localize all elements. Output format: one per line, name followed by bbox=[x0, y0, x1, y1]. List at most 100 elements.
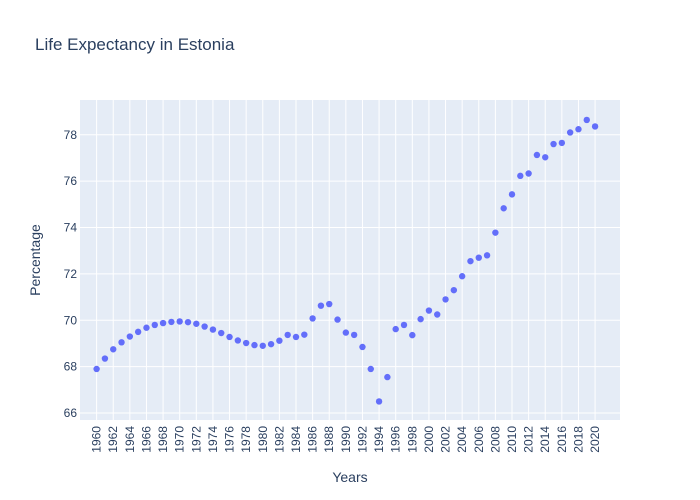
data-point bbox=[317, 302, 325, 309]
data-point bbox=[159, 319, 167, 327]
x-tick-label: 1972 bbox=[189, 426, 203, 453]
data-point bbox=[500, 205, 507, 212]
x-tick-label: 2018 bbox=[571, 426, 585, 453]
data-point bbox=[143, 324, 150, 331]
data-point bbox=[309, 315, 316, 322]
data-point bbox=[575, 126, 582, 133]
x-tick-label: 1982 bbox=[272, 426, 286, 453]
data-point bbox=[359, 343, 366, 351]
data-point bbox=[367, 365, 374, 373]
x-tick-label: 1960 bbox=[90, 426, 104, 453]
x-tick-label: 1988 bbox=[322, 426, 336, 453]
x-tick-label: 2008 bbox=[488, 426, 502, 453]
data-point bbox=[550, 140, 557, 148]
data-point bbox=[284, 331, 291, 339]
data-point bbox=[533, 151, 541, 159]
x-tick-label: 2020 bbox=[588, 426, 602, 453]
x-tick-label: 2004 bbox=[455, 426, 469, 453]
x-tick-label: 2000 bbox=[422, 426, 436, 453]
data-point bbox=[375, 398, 383, 405]
data-point bbox=[209, 326, 217, 333]
data-point bbox=[475, 254, 482, 261]
data-point bbox=[525, 170, 532, 177]
x-axis-title: Years bbox=[332, 469, 367, 485]
data-point bbox=[508, 191, 516, 198]
y-tick-labels: 66 68 70 72 74 76 78 bbox=[64, 128, 78, 420]
data-point bbox=[326, 300, 333, 308]
x-tick-label: 2006 bbox=[472, 426, 486, 453]
x-tick-label: 1964 bbox=[123, 426, 137, 453]
data-point bbox=[251, 341, 258, 349]
data-point bbox=[301, 331, 308, 338]
y-tick-label: 76 bbox=[64, 174, 78, 188]
data-point bbox=[442, 296, 449, 303]
y-tick-label: 74 bbox=[64, 221, 78, 235]
data-point bbox=[434, 311, 441, 318]
y-tick-label: 70 bbox=[64, 313, 78, 327]
data-point bbox=[450, 286, 458, 294]
data-point bbox=[126, 333, 134, 340]
x-tick-label: 2016 bbox=[555, 426, 569, 453]
data-point bbox=[350, 331, 358, 339]
data-point bbox=[234, 337, 242, 344]
x-tick-label: 1994 bbox=[372, 426, 386, 453]
x-tick-label: 1962 bbox=[106, 426, 120, 453]
x-tick-label: 1966 bbox=[139, 426, 153, 453]
data-point bbox=[276, 337, 283, 344]
x-tick-label: 1996 bbox=[389, 426, 403, 453]
data-point bbox=[583, 116, 590, 124]
x-tick-label: 1976 bbox=[223, 426, 237, 453]
y-tick-label: 72 bbox=[64, 267, 78, 281]
x-tick-label: 1970 bbox=[173, 426, 187, 453]
x-tick-label: 1968 bbox=[156, 426, 170, 453]
data-point bbox=[334, 316, 341, 323]
data-point bbox=[201, 323, 208, 330]
chart-title: Life Expectancy in Estonia bbox=[35, 35, 235, 54]
data-point bbox=[292, 333, 300, 341]
plot-area bbox=[80, 100, 620, 420]
data-point bbox=[467, 257, 474, 265]
data-point bbox=[101, 355, 109, 362]
data-point bbox=[558, 139, 566, 147]
data-point bbox=[425, 307, 433, 314]
data-point bbox=[392, 325, 399, 333]
x-tick-label: 1990 bbox=[339, 426, 353, 453]
data-point bbox=[566, 129, 574, 136]
data-point bbox=[591, 123, 599, 130]
y-tick-label: 68 bbox=[64, 360, 78, 374]
data-point bbox=[193, 320, 200, 327]
data-point bbox=[218, 329, 225, 337]
data-point bbox=[118, 339, 125, 346]
x-tick-label: 2012 bbox=[522, 426, 536, 453]
data-point bbox=[184, 318, 192, 326]
x-tick-label: 1978 bbox=[239, 426, 253, 453]
data-point bbox=[168, 318, 175, 326]
y-tick-label: 66 bbox=[64, 406, 78, 420]
data-point bbox=[400, 321, 408, 329]
x-tick-label: 2002 bbox=[439, 426, 453, 453]
x-tick-label: 1980 bbox=[256, 426, 270, 453]
gridlines bbox=[80, 100, 620, 420]
data-point bbox=[226, 333, 233, 341]
x-tick-labels: 1960 1962 1964 1966 1968 1970 1972 1974 1976 1978… bbox=[90, 426, 602, 453]
x-tick-label: 1974 bbox=[206, 426, 220, 453]
data-point bbox=[409, 331, 416, 339]
data-point bbox=[542, 154, 549, 161]
data-point bbox=[384, 373, 391, 381]
data-point bbox=[259, 342, 266, 349]
data-point bbox=[517, 172, 524, 180]
x-tick-label: 1992 bbox=[355, 426, 369, 453]
data-point bbox=[151, 321, 158, 329]
data-point bbox=[417, 315, 424, 323]
data-point bbox=[458, 273, 466, 280]
x-tick-label: 1986 bbox=[306, 426, 320, 453]
data-point bbox=[242, 339, 250, 347]
x-tick-label: 1998 bbox=[405, 426, 419, 453]
y-tick-label: 78 bbox=[64, 128, 78, 142]
y-axis-title: Percentage bbox=[27, 224, 43, 296]
x-tick-label: 1984 bbox=[289, 426, 303, 453]
data-points bbox=[93, 116, 599, 405]
data-point bbox=[492, 229, 499, 236]
data-point bbox=[483, 252, 491, 259]
